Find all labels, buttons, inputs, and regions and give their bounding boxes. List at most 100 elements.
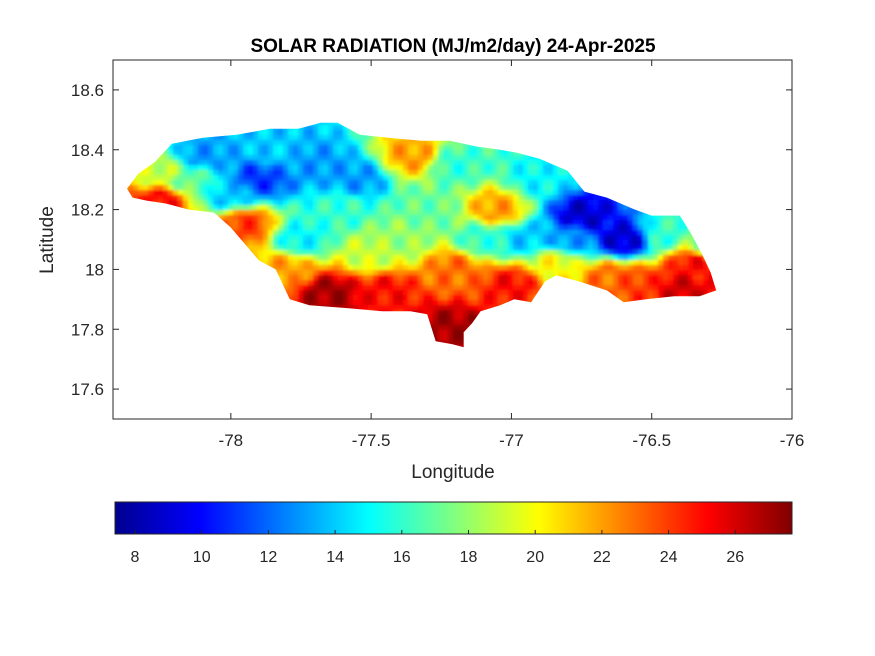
field-cell bbox=[388, 350, 394, 356]
field-cell bbox=[308, 305, 314, 311]
field-cell bbox=[413, 145, 419, 151]
field-cell bbox=[548, 290, 554, 296]
field-cell bbox=[273, 170, 279, 176]
field-cell bbox=[538, 175, 544, 181]
field-cell bbox=[578, 250, 584, 256]
field-cell bbox=[388, 195, 394, 201]
field-cell bbox=[258, 145, 264, 151]
field-cell bbox=[288, 155, 294, 161]
field-cell bbox=[223, 130, 229, 136]
field-cell bbox=[133, 230, 139, 236]
field-cell bbox=[213, 295, 219, 301]
field-cell bbox=[188, 310, 194, 316]
field-cell bbox=[243, 315, 249, 321]
field-cell bbox=[543, 255, 549, 261]
field-cell bbox=[363, 110, 369, 116]
field-cell bbox=[508, 220, 514, 226]
field-cell bbox=[133, 315, 139, 321]
field-cell bbox=[533, 195, 539, 201]
field-cell bbox=[383, 145, 389, 151]
field-cell bbox=[453, 350, 459, 356]
field-cell bbox=[143, 250, 149, 256]
field-cell bbox=[498, 285, 504, 291]
field-cell bbox=[208, 210, 214, 216]
field-cell bbox=[138, 135, 144, 141]
field-cell bbox=[283, 300, 289, 306]
field-cell bbox=[393, 350, 399, 356]
field-cell bbox=[418, 320, 424, 326]
field-cell bbox=[323, 155, 329, 161]
field-cell bbox=[528, 135, 534, 141]
field-cell bbox=[583, 122, 589, 126]
field-cell bbox=[508, 180, 514, 186]
field-cell bbox=[453, 200, 459, 206]
field-cell bbox=[158, 345, 164, 348]
field-cell bbox=[218, 260, 224, 266]
field-cell bbox=[588, 345, 594, 348]
field-cell bbox=[468, 200, 474, 206]
field-cell bbox=[193, 220, 199, 226]
field-cell bbox=[288, 205, 294, 211]
field-cell bbox=[368, 335, 374, 341]
field-cell bbox=[128, 160, 134, 166]
field-cell bbox=[383, 325, 389, 331]
field-cell bbox=[238, 325, 244, 331]
field-cell bbox=[478, 340, 484, 346]
field-cell bbox=[278, 160, 284, 166]
field-cell bbox=[423, 290, 429, 296]
field-cell bbox=[568, 235, 574, 241]
field-cell bbox=[128, 145, 134, 151]
field-cell bbox=[433, 310, 439, 316]
field-cell bbox=[343, 225, 349, 231]
field-cell bbox=[383, 175, 389, 181]
field-cell bbox=[328, 260, 334, 266]
field-cell bbox=[558, 140, 564, 146]
field-cell bbox=[508, 115, 514, 121]
field-cell bbox=[158, 130, 164, 136]
field-cell bbox=[153, 320, 159, 326]
field-cell bbox=[413, 130, 419, 136]
field-cell bbox=[388, 300, 394, 306]
field-cell bbox=[243, 130, 249, 136]
field-cell bbox=[483, 295, 489, 301]
field-cell bbox=[393, 200, 399, 206]
field-cell bbox=[198, 240, 204, 246]
field-cell bbox=[528, 165, 534, 171]
field-cell bbox=[298, 250, 304, 256]
field-cell bbox=[443, 260, 449, 266]
field-cell bbox=[213, 175, 219, 181]
field-cell bbox=[313, 320, 319, 326]
field-cell bbox=[358, 160, 364, 166]
field-cell bbox=[543, 180, 549, 186]
field-cell bbox=[303, 295, 309, 301]
field-cell bbox=[458, 235, 464, 241]
field-cell bbox=[183, 350, 189, 356]
field-cell bbox=[443, 110, 449, 116]
field-cell bbox=[168, 290, 174, 296]
field-cell bbox=[283, 240, 289, 246]
field-cell bbox=[488, 305, 494, 311]
field-cell bbox=[353, 130, 359, 136]
field-cell bbox=[118, 300, 124, 306]
field-cell bbox=[408, 190, 414, 196]
field-cell bbox=[288, 165, 294, 171]
field-cell bbox=[513, 205, 519, 211]
field-cell bbox=[543, 190, 549, 196]
field-cell bbox=[193, 290, 199, 296]
field-cell bbox=[353, 180, 359, 186]
field-cell bbox=[568, 135, 574, 141]
field-cell bbox=[223, 220, 229, 226]
field-cell bbox=[203, 355, 209, 361]
field-cell bbox=[223, 330, 229, 336]
field-cell bbox=[543, 315, 549, 321]
field-cell bbox=[363, 315, 369, 321]
field-cell bbox=[353, 345, 359, 348]
field-cell bbox=[273, 250, 279, 256]
field-cell bbox=[313, 335, 319, 341]
field-cell bbox=[208, 315, 214, 321]
field-cell bbox=[323, 295, 329, 301]
field-cell bbox=[263, 235, 269, 241]
field-cell bbox=[578, 260, 584, 266]
field-cell bbox=[188, 355, 194, 361]
field-cell bbox=[448, 285, 454, 291]
